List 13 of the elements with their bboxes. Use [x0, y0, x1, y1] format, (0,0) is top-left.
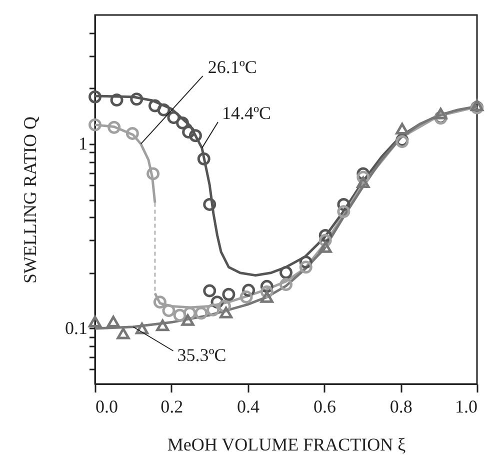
text: 26.1ºC [208, 56, 257, 77]
x-tick-label: 0.0 [96, 396, 118, 416]
x-tick-label: 0.8 [390, 396, 412, 416]
x-tick-label: 1.0 [455, 396, 478, 416]
series-label: 35.3ºC [177, 344, 226, 365]
x-tick-label: 0.2 [160, 396, 184, 416]
y-axis-title: SWELLING RATIO Q [20, 116, 40, 284]
y-tick-label: 0.1 [65, 318, 88, 338]
x-tick-label: 0.4 [237, 396, 260, 416]
series-label: 14.4ºC [222, 103, 272, 124]
x-axis-title: MeOH VOLUME FRACTION ξ [167, 434, 406, 454]
x-tick-label: 0.6 [313, 396, 336, 416]
y-tick-label: 1 [78, 133, 88, 154]
